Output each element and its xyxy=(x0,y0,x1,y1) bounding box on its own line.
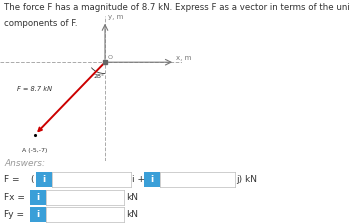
Text: i +: i + xyxy=(132,175,145,184)
Text: y, m: y, m xyxy=(108,14,123,20)
Text: A (-5,-7): A (-5,-7) xyxy=(22,148,48,153)
Text: i: i xyxy=(150,175,153,184)
Text: (: ( xyxy=(30,175,33,184)
Text: Fy =: Fy = xyxy=(4,210,24,219)
Text: j) kN: j) kN xyxy=(236,175,257,184)
Text: i: i xyxy=(36,210,39,219)
Text: The force F has a magnitude of 8.7 kN. Express F as a vector in terms of the uni: The force F has a magnitude of 8.7 kN. E… xyxy=(4,3,350,12)
Text: F = 8.7 kN: F = 8.7 kN xyxy=(17,86,52,92)
Text: i: i xyxy=(36,193,39,202)
Text: Answers:: Answers: xyxy=(4,159,45,168)
Text: kN: kN xyxy=(126,193,138,202)
Text: Fx =: Fx = xyxy=(4,193,25,202)
Text: components of F.: components of F. xyxy=(4,19,78,28)
Text: x, m: x, m xyxy=(176,55,192,61)
Text: O: O xyxy=(108,55,113,60)
Text: F =: F = xyxy=(4,175,20,184)
Text: kN: kN xyxy=(126,210,138,219)
Text: i: i xyxy=(42,175,46,184)
Text: 28°: 28° xyxy=(93,74,104,79)
